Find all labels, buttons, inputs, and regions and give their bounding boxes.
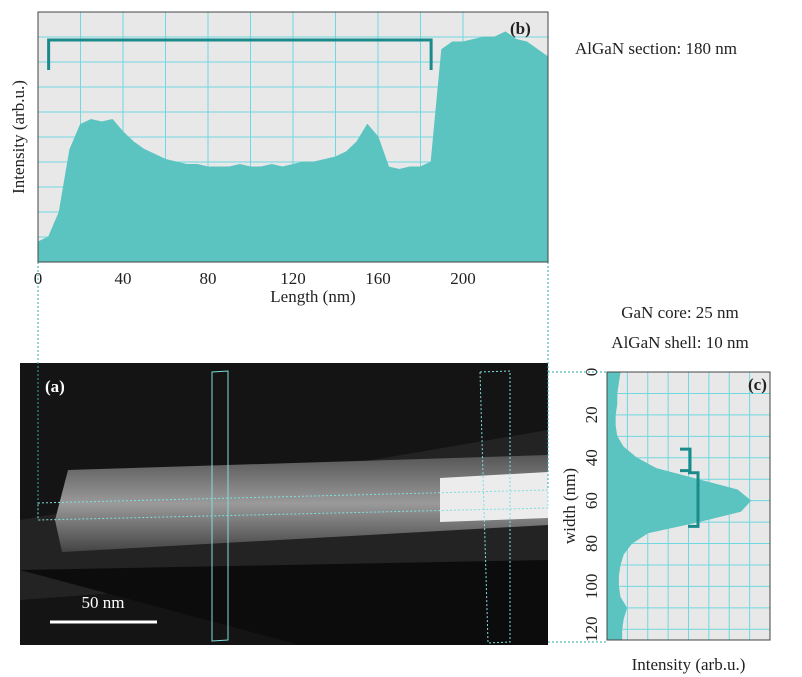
connectors [37, 262, 607, 643]
micrograph: 50 nm (a) [20, 363, 549, 645]
bracket [47, 38, 433, 70]
plot-frame [37, 11, 549, 263]
nanowire [55, 455, 548, 552]
y-tick-label: 60 [582, 492, 601, 509]
annotation: AlGaN shell: 10 nm [611, 333, 748, 352]
axis-label: Length (nm) [270, 287, 355, 306]
x-tick-label: 0 [34, 269, 43, 288]
x-tick-label: 120 [280, 269, 306, 288]
y-tick-label: 100 [582, 574, 601, 600]
panel-label: (b) [510, 19, 531, 38]
area-fill [607, 372, 751, 640]
bracket [688, 471, 700, 528]
scale-bar-label: 50 nm [82, 593, 125, 612]
y-tick-label: 80 [582, 535, 601, 552]
annotation: AlGaN section: 180 nm [575, 39, 737, 58]
y-tick-label: 40 [582, 449, 601, 466]
x-tick-label: 40 [115, 269, 132, 288]
x-tick-label: 160 [365, 269, 391, 288]
profile-box [37, 489, 549, 521]
area-line [614, 371, 752, 640]
annotation: GaN core: 25 nm [621, 303, 739, 322]
substrate-shadow [20, 560, 548, 645]
gan-section [440, 472, 548, 522]
x-tick-label: 80 [200, 269, 217, 288]
plot-frame [606, 371, 771, 641]
panel-label: (a) [45, 377, 65, 396]
panel-label: (c) [748, 375, 767, 394]
profile-box [479, 370, 511, 644]
y-tick-label: 120 [582, 617, 601, 643]
area-fill [38, 32, 548, 262]
axis-label: Intensity (arb.u.) [9, 80, 28, 194]
area-line [37, 31, 549, 243]
bracket [680, 447, 692, 473]
y-tick-label: 20 [582, 406, 601, 423]
axis-label: width (nm) [560, 468, 579, 544]
axis-label: Intensity (arb.u.) [632, 655, 746, 674]
profile-box [211, 370, 229, 642]
x-tick-label: 200 [450, 269, 476, 288]
y-tick-label: 0 [582, 368, 601, 377]
